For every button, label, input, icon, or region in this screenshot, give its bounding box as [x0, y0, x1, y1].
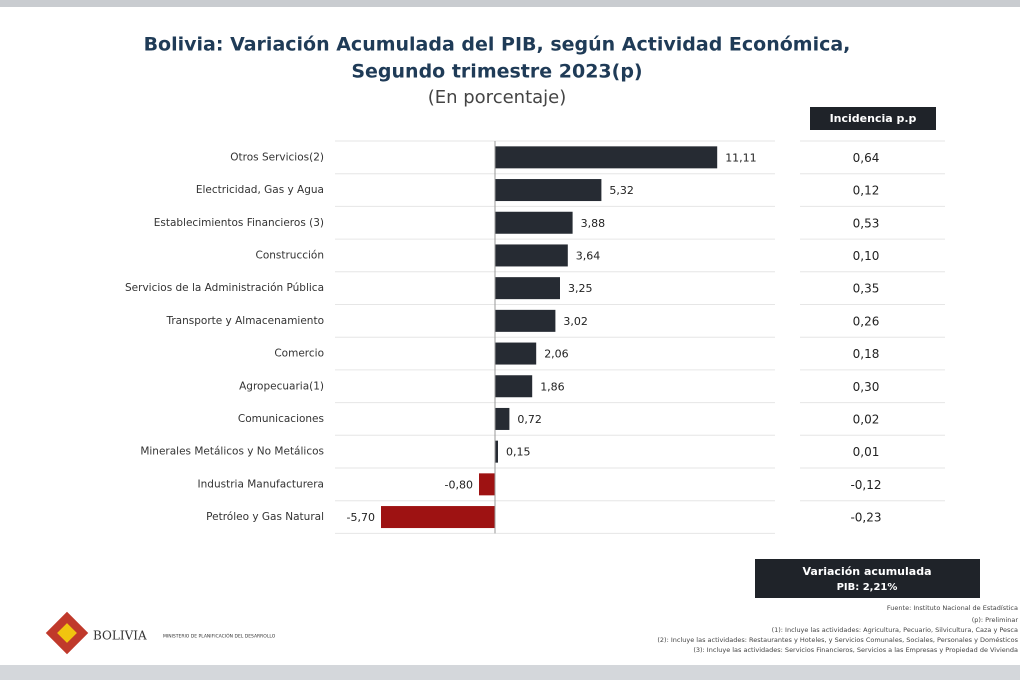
value-label: 3,02: [563, 315, 588, 328]
footnote: (2): Incluye las actividades: Restaurant…: [657, 636, 1018, 644]
category-label: Construcción: [255, 249, 324, 261]
category-label: Petróleo y Gas Natural: [206, 511, 324, 523]
category-label: Servicios de la Administración Pública: [125, 282, 324, 294]
total-value: PIB: 2,21%: [837, 582, 898, 593]
category-label: Comunicaciones: [238, 413, 324, 425]
incidence-header: Incidencia p.p: [830, 112, 917, 125]
incidence-value: 0,53: [853, 216, 880, 230]
category-label: Establecimientos Financieros (3): [154, 217, 324, 229]
incidence-value: -0,12: [850, 478, 881, 492]
bar: [495, 375, 533, 398]
incidence-value: 0,02: [853, 412, 880, 426]
category-label: Agropecuaria(1): [239, 380, 324, 392]
bar: [495, 277, 560, 300]
incidence-value: 0,12: [853, 184, 880, 198]
chart-subtitle: (En porcentaje): [428, 87, 567, 108]
bottom-border: [0, 665, 1020, 680]
category-label: Minerales Metálicos y No Metálicos: [140, 446, 324, 458]
bar: [495, 211, 573, 234]
category-label: Comercio: [274, 348, 324, 360]
chart-title: Bolivia: Variación Acumulada del PIB, se…: [144, 34, 851, 56]
bar: [479, 473, 495, 496]
bar: [495, 146, 718, 169]
incidence-value: 0,30: [853, 380, 880, 394]
incidence-value: 0,01: [853, 445, 880, 459]
bar: [495, 407, 510, 430]
logo-text: BOLIVIA: [93, 629, 147, 643]
footnote: (p): Preliminar: [972, 616, 1019, 624]
bar: [495, 440, 498, 463]
value-label: 3,25: [568, 282, 593, 295]
total-box: [755, 559, 980, 598]
value-label: 2,06: [544, 348, 569, 361]
top-border: [0, 0, 1020, 7]
bar: [381, 506, 495, 529]
value-label: -5,70: [347, 511, 375, 524]
footnote: (3): Incluye las actividades: Servicios …: [693, 646, 1018, 654]
value-label: 3,64: [576, 249, 601, 262]
chart-title: Segundo trimestre 2023(p): [351, 61, 642, 83]
category-label: Transporte y Almacenamiento: [165, 315, 324, 327]
incidence-value: -0,23: [850, 511, 881, 525]
footnote: (1): Incluye las actividades: Agricultur…: [772, 626, 1018, 634]
value-label: 0,15: [506, 446, 531, 459]
incidence-value: 0,18: [853, 347, 880, 361]
incidence-value: 0,10: [853, 249, 880, 263]
bar: [495, 342, 537, 365]
incidence-value: 0,26: [853, 314, 880, 328]
bar: [495, 309, 556, 332]
category-label: Otros Servicios(2): [230, 151, 324, 163]
incidence-header-box: [810, 107, 936, 130]
incidence-value: 0,64: [853, 151, 880, 165]
value-label: 1,86: [540, 380, 565, 393]
value-label: 11,11: [725, 151, 757, 164]
value-label: -0,80: [445, 478, 473, 491]
bar: [495, 244, 568, 267]
value-label: 0,72: [517, 413, 542, 426]
source: Fuente: Instituto Nacional de Estadístic…: [887, 604, 1018, 612]
category-label: Electricidad, Gas y Agua: [196, 184, 324, 196]
logo-text: MINISTERIO DE PLANIFICACIÓN DEL DESARROL…: [163, 633, 276, 640]
total-label: Variación acumulada: [802, 565, 931, 578]
category-label: Industria Manufacturera: [198, 478, 324, 490]
value-label: 3,88: [581, 217, 606, 230]
bar: [495, 179, 602, 202]
incidence-value: 0,35: [853, 282, 880, 296]
value-label: 5,32: [609, 184, 634, 197]
